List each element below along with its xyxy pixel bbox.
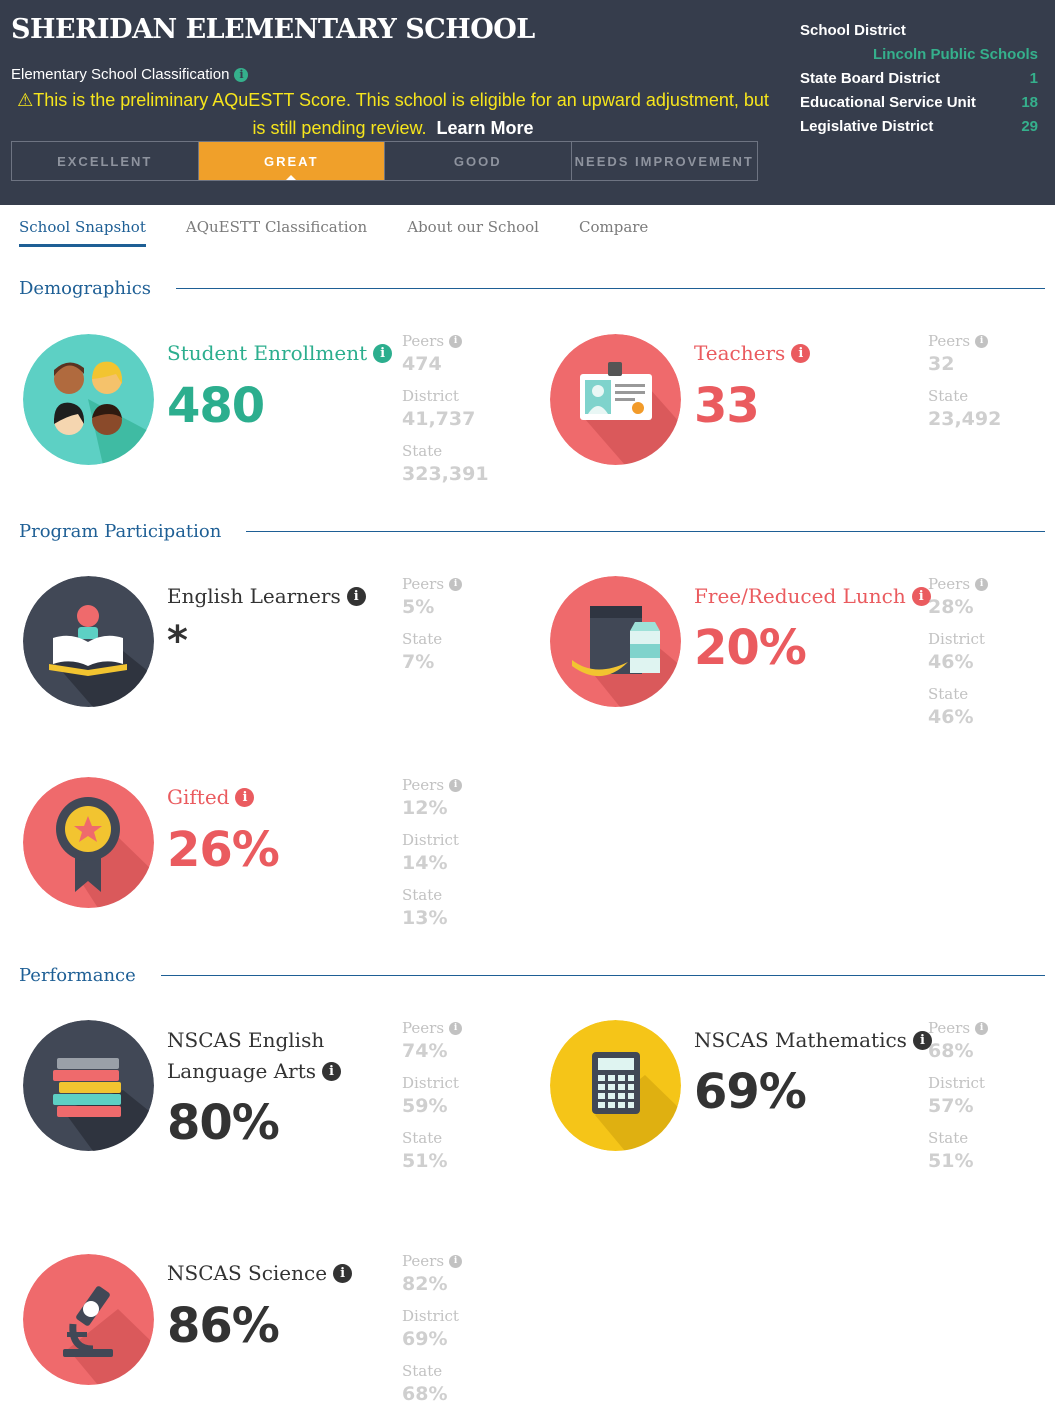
reading-book-icon xyxy=(23,576,154,707)
preliminary-warning: ⚠This is the preliminary AQuESTT Score. … xyxy=(17,90,769,138)
warning-icon: ⚠ xyxy=(17,90,34,110)
ela-value: 80% xyxy=(167,1095,280,1151)
classification-label: Elementary School Classification i xyxy=(11,66,249,83)
divider xyxy=(176,288,1045,289)
tab-school-snapshot[interactable]: School Snapshot xyxy=(19,218,146,247)
info-icon[interactable]: i xyxy=(449,778,463,792)
math-value: 69% xyxy=(694,1064,807,1120)
science-comparison: Peers i 82% District 69% State 68% xyxy=(402,1251,522,1414)
section-demographics: Demographics xyxy=(19,278,1045,299)
rating-good: GOOD xyxy=(385,142,572,180)
rating-excellent: EXCELLENT xyxy=(12,142,199,180)
enrollment-label: Student Enrollment i xyxy=(167,338,393,369)
section-performance: Performance xyxy=(19,965,1045,986)
state-board-value: 1 xyxy=(1029,69,1038,87)
info-icon[interactable]: i xyxy=(975,1021,989,1035)
ela-label: NSCAS English Language Arts i xyxy=(167,1025,341,1087)
info-icon[interactable]: i xyxy=(449,334,463,348)
info-icon[interactable]: i xyxy=(975,334,989,348)
district-info: School District Lincoln Public Schools S… xyxy=(800,18,1038,138)
rating-great: GREAT xyxy=(198,142,385,180)
award-ribbon-icon xyxy=(23,777,154,908)
school-district-label: School District xyxy=(800,21,906,39)
math-label: NSCAS Mathematics i xyxy=(694,1025,932,1056)
school-title: SHERIDAN ELEMENTARY SCHOOL xyxy=(11,14,535,45)
tab-bar: School Snapshot AQuESTT Classification A… xyxy=(19,218,648,247)
lunch-bag-icon xyxy=(550,576,681,707)
books-stack-icon xyxy=(23,1020,154,1151)
info-icon[interactable]: i xyxy=(449,1021,463,1035)
info-icon[interactable]: i xyxy=(234,67,249,82)
info-icon[interactable]: i xyxy=(346,587,366,606)
microscope-icon xyxy=(23,1254,154,1385)
state-board-label: State Board District xyxy=(800,69,941,87)
info-icon[interactable]: i xyxy=(911,587,931,606)
divider xyxy=(246,531,1045,532)
rating-needs-improvement: NEEDS IMPROVEMENT xyxy=(574,153,754,169)
rating-bar: EXCELLENT GREAT GOOD NEEDS IMPROVEMENT xyxy=(11,141,758,181)
gifted-comparison: Peers i 12% District 14% State 13% xyxy=(402,775,522,940)
math-comparison: Peers i 68% District 57% State 51% xyxy=(928,1018,1048,1183)
gifted-value: 26% xyxy=(167,822,280,878)
info-icon[interactable]: i xyxy=(791,344,811,363)
info-icon[interactable]: i xyxy=(975,577,989,591)
school-district-link[interactable]: Lincoln Public Schools xyxy=(872,45,1038,63)
english-learners-value: * xyxy=(167,618,188,664)
legislative-label: Legislative District xyxy=(800,117,934,135)
info-icon[interactable]: i xyxy=(373,344,393,363)
section-program-participation: Program Participation xyxy=(19,521,1045,542)
info-icon[interactable]: i xyxy=(333,1264,353,1283)
teachers-label: Teachers i xyxy=(694,338,811,369)
teachers-value: 33 xyxy=(694,378,760,434)
enrollment-value: 480 xyxy=(167,378,265,434)
lunch-comparison: Peers i 28% District 46% State 46% xyxy=(928,574,1048,739)
info-icon[interactable]: i xyxy=(449,577,463,591)
tab-about-our-school[interactable]: About our School xyxy=(407,218,539,236)
esu-label: Educational Service Unit xyxy=(800,93,976,111)
english-learners-comparison: Peers i 5% State 7% xyxy=(402,574,522,684)
science-value: 86% xyxy=(167,1298,280,1354)
esu-value: 18 xyxy=(1021,93,1038,111)
info-icon[interactable]: i xyxy=(912,1031,932,1050)
teachers-comparison: Peers i 32 State 23,492 xyxy=(928,332,1002,430)
gifted-label: Gifted i xyxy=(167,782,255,813)
ela-comparison: Peers i 74% District 59% State 51% xyxy=(402,1018,522,1183)
calculator-icon xyxy=(550,1020,681,1151)
tab-aquestt-classification[interactable]: AQuESTT Classification xyxy=(185,218,368,236)
lunch-label: Free/Reduced Lunch i xyxy=(694,581,931,612)
lunch-value: 20% xyxy=(694,620,807,676)
enrollment-comparison: Peers i 474 District 41,737 State 323,391 xyxy=(402,332,489,485)
tab-compare[interactable]: Compare xyxy=(578,218,649,236)
info-icon[interactable]: i xyxy=(322,1062,341,1081)
school-header: SHERIDAN ELEMENTARY SCHOOL Elementary Sc… xyxy=(0,0,1055,205)
science-label: NSCAS Science i xyxy=(167,1258,353,1289)
legislative-value: 29 xyxy=(1021,117,1038,135)
students-icon xyxy=(23,334,154,465)
divider xyxy=(160,975,1045,976)
learn-more-link[interactable]: Learn More xyxy=(436,118,534,138)
english-learners-label: English Learners i xyxy=(167,581,366,612)
info-icon[interactable]: i xyxy=(235,788,255,807)
id-badge-icon xyxy=(550,334,681,465)
info-icon[interactable]: i xyxy=(449,1254,463,1268)
